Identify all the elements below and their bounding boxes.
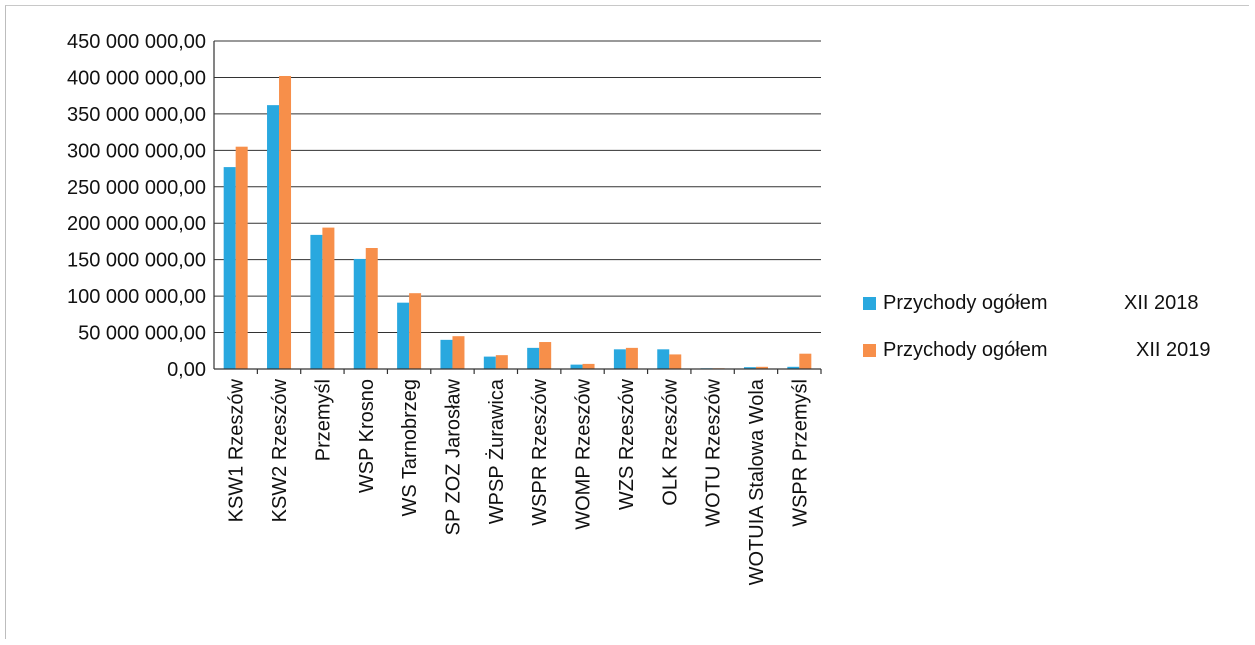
- x-tick-label: SP ZOZ Jarosław: [442, 378, 464, 535]
- y-tick-label: 300 000 000,00: [67, 140, 206, 162]
- bar-2018: [787, 366, 800, 369]
- x-tick-label: WZS Rzeszów: [616, 378, 638, 510]
- x-tick-label: OLK Rzeszów: [659, 378, 681, 505]
- bar-2018: [440, 339, 453, 369]
- y-axis-ticks: 0,00 50 000 000,00 100 000 000,00 150 000 0…: [67, 31, 206, 381]
- bar-2019: [582, 363, 595, 369]
- bar-2019: [279, 75, 292, 369]
- y-tick-label: 200 000 000,00: [67, 213, 206, 235]
- x-tick-label: WSP Krosno: [356, 379, 378, 493]
- bar-2018: [657, 349, 670, 369]
- bars: [223, 75, 812, 370]
- y-tick-label: 0,00: [167, 359, 206, 381]
- bar-2019: [755, 366, 768, 369]
- legend-swatch: [863, 297, 876, 310]
- bar-2018: [310, 234, 323, 369]
- bar-2018: [353, 258, 366, 369]
- bar-2018: [527, 347, 540, 369]
- legend-series-name: Przychody ogółem: [883, 292, 1048, 314]
- bar-2019: [799, 353, 812, 369]
- x-tick-label: KSW2 Rzeszów: [269, 378, 291, 522]
- legend-swatch: [863, 344, 876, 357]
- bar-2018: [613, 349, 626, 369]
- bar-2018: [397, 302, 410, 369]
- x-tick-label: WSPR Przemyśl: [789, 379, 811, 527]
- y-tick-label: 50 000 000,00: [78, 323, 206, 345]
- bar-2018: [267, 105, 280, 370]
- y-tick-label: 250 000 000,00: [67, 177, 206, 199]
- bar-2018: [483, 356, 496, 369]
- bar-2018: [743, 367, 756, 369]
- bar-2019: [452, 336, 465, 369]
- bar-chart: 0,00 50 000 000,00 100 000 000,00 150 000 0…: [67, 31, 1211, 585]
- bar-2019: [625, 347, 638, 369]
- y-tick-label: 100 000 000,00: [67, 286, 206, 308]
- gridlines: [214, 40, 821, 334]
- x-tick-label: WSPR Rzeszów: [529, 378, 551, 525]
- legend-series-period: XII 2018: [1124, 292, 1199, 314]
- y-tick-label: 350 000 000,00: [67, 104, 206, 126]
- legend: Przychody ogółem XII 2018 Przychody ogółem…: [863, 292, 1211, 361]
- bar-2019: [539, 342, 552, 369]
- x-tick-label: WOTU Rzeszów: [703, 378, 725, 526]
- y-tick-label: 450 000 000,00: [67, 31, 206, 53]
- x-axis-ticks: KSW1 Rzeszów KSW2 Rzeszów Przemyśl WSP Kros…: [226, 378, 812, 585]
- legend-series-name: Przychody ogółem: [883, 339, 1048, 361]
- x-tick-label: WPSP Żurawica: [485, 378, 508, 524]
- axes: [213, 41, 822, 374]
- bar-2019: [365, 248, 378, 369]
- y-tick-label: 150 000 000,00: [67, 250, 206, 272]
- bar-2018: [223, 167, 236, 369]
- bar-2019: [409, 293, 422, 369]
- x-tick-label: WOTUIA Stalowa Wola: [746, 378, 768, 585]
- y-tick-label: 400 000 000,00: [67, 67, 206, 89]
- bar-2019: [495, 355, 508, 369]
- bar-2018: [570, 364, 583, 369]
- chart-frame: 0,00 50 000 000,00 100 000 000,00 150 000 0…: [5, 5, 1249, 639]
- legend-series-period: XII 2019: [1136, 339, 1211, 361]
- bar-2019: [669, 354, 682, 369]
- x-tick-label: KSW1 Rzeszów: [226, 378, 248, 522]
- x-tick-label: Przemyśl: [312, 379, 334, 461]
- bar-2019: [322, 227, 335, 369]
- x-tick-label: WS Tarnobrzeg: [399, 379, 421, 516]
- x-tick-label: WOMP Rzeszów: [573, 378, 595, 529]
- bar-2019: [235, 146, 248, 369]
